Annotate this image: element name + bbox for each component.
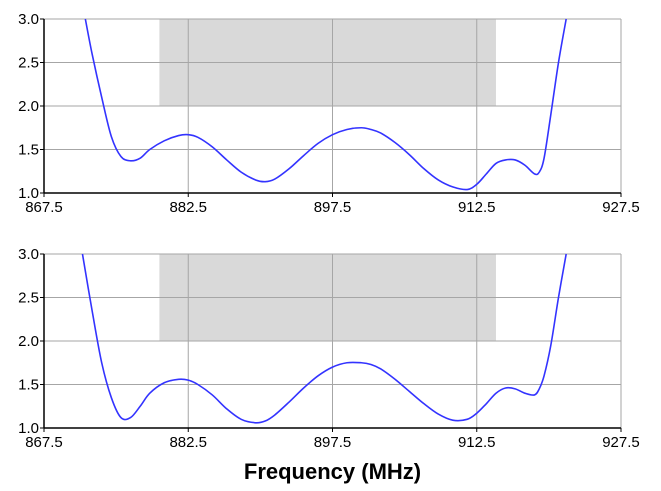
y-tick-label: 1.0: [18, 185, 39, 202]
y-tick-label: 2.5: [18, 290, 39, 307]
x-tick-label: 912.5: [458, 199, 496, 216]
y-tick-label: 1.0: [18, 420, 39, 437]
x-tick-label: 882.5: [169, 199, 207, 216]
x-tick-label: 912.5: [458, 434, 496, 451]
y-tick-label: 1.5: [18, 142, 39, 159]
x-tick-label: 897.5: [314, 199, 352, 216]
x-tick-label: 867.5: [25, 434, 63, 451]
y-tick-label: 3.0: [18, 246, 39, 263]
series-line-1: [81, 253, 567, 424]
chart-panel-2: 867.5 882.5 897.5 912.5 927.5 1.0 1.5 2.0 2.5 3.0…: [18, 246, 640, 484]
y-tick-label: 3.0: [18, 11, 39, 28]
series-line-1: [84, 18, 567, 191]
x-tick-label: 927.5: [602, 434, 640, 451]
x-tick-label: 882.5: [169, 434, 207, 451]
x-tick-label: 867.5: [25, 199, 63, 216]
y-tick-label: 1.5: [18, 377, 39, 394]
x-tick-label: 897.5: [314, 434, 352, 451]
y-tick-label: 2.0: [18, 98, 39, 115]
y-tick-label: 2.0: [18, 333, 39, 350]
x-axis-title: Frequency (MHz): [244, 459, 421, 484]
chart-panel-1: 867.5 882.5 897.5 912.5 927.5 1.0 1.5 2.0 2.5 3.0: [18, 11, 640, 216]
y-tick-label: 2.5: [18, 55, 39, 72]
x-tick-label: 927.5: [602, 199, 640, 216]
